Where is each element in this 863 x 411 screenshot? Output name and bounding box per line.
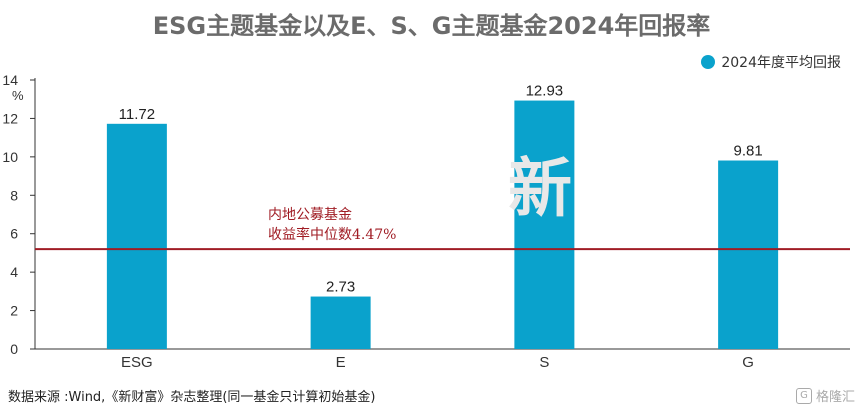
y-axis-unit-label: %: [12, 88, 24, 103]
y-tick-label: 10: [2, 149, 18, 165]
data-label-e: 2.73: [326, 279, 355, 296]
y-tick-label: 8: [10, 187, 18, 203]
x-tick-label-esg: ESG: [121, 354, 153, 371]
source-note: 数据来源 :Wind,《新财富》杂志整理(同一基金只计算初始基金): [8, 390, 376, 405]
y-tick-label: 2: [10, 303, 18, 319]
corner-watermark: G 格隆汇: [795, 386, 855, 405]
watermark-corner-text: 格隆汇: [815, 390, 855, 405]
legend: 2024年度平均回报: [701, 52, 841, 72]
y-tick-label: 0: [10, 341, 18, 357]
bar-g: [718, 160, 779, 349]
center-watermark: 新: [508, 152, 572, 227]
bar-e: [310, 296, 371, 349]
y-tick-label: 14: [2, 72, 18, 88]
watermark-logo-icon: G: [795, 387, 812, 404]
x-tick-label-e: E: [336, 354, 346, 371]
x-tick-label-s: S: [539, 354, 549, 371]
y-tick-label: 6: [10, 226, 18, 242]
chart-title: ESG主题基金以及E、S、G主题基金2024年回报率: [152, 12, 711, 40]
legend-swatch: [701, 55, 716, 69]
reference-line-label-2: 收益率中位数4.47%: [268, 226, 396, 243]
reference-line-label-1: 内地公募基金: [268, 206, 352, 223]
data-label-s: 12.93: [526, 83, 564, 100]
data-label-esg: 11.72: [119, 106, 155, 123]
y-tick-label: 4: [10, 264, 18, 280]
bar-esg: [106, 123, 167, 350]
y-tick-label: 12: [2, 110, 18, 126]
x-tick-label-g: G: [742, 354, 754, 371]
legend-label: 2024年度平均回报: [721, 55, 841, 71]
data-label-g: 9.81: [734, 143, 763, 160]
bar-s: [514, 100, 575, 349]
